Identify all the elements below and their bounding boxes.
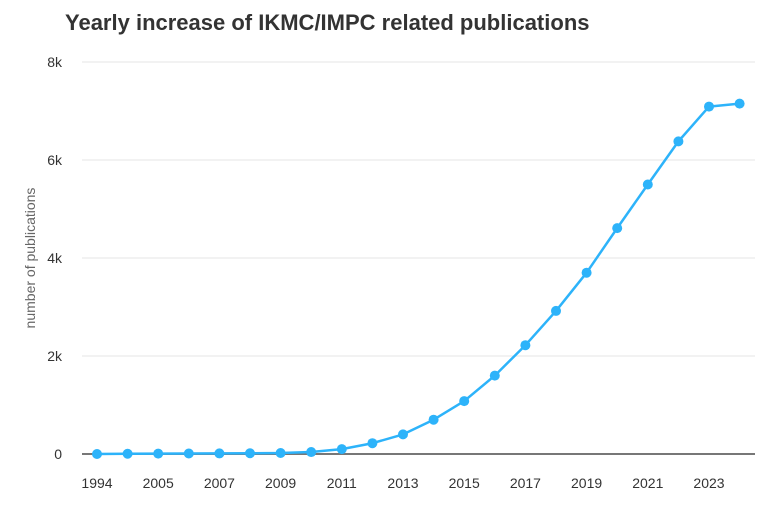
data-point	[122, 448, 133, 459]
series-line	[96, 102, 740, 456]
data-point	[612, 223, 623, 234]
data-point	[275, 448, 286, 459]
data-point	[214, 448, 225, 459]
data-point	[306, 447, 317, 458]
x-tick-label: 2023	[693, 475, 724, 491]
data-point	[245, 448, 255, 459]
data-point	[428, 414, 439, 425]
y-axis-label: number of publications	[22, 188, 38, 329]
data-point	[336, 444, 347, 455]
x-tick-label: 2013	[387, 475, 418, 491]
data-point	[581, 267, 592, 278]
data-point	[704, 101, 714, 112]
data-point	[459, 396, 470, 407]
data-point	[153, 448, 164, 459]
y-tick-label: 2k	[47, 348, 63, 364]
data-point	[551, 305, 561, 316]
data-point	[398, 429, 408, 440]
x-tick-label: 1994	[81, 475, 112, 491]
x-tick-label: 2011	[327, 475, 357, 491]
y-tick-label: 0	[54, 446, 62, 462]
x-tick-label: 2005	[143, 475, 174, 491]
data-point	[642, 179, 653, 190]
y-tick-label: 8k	[47, 54, 63, 70]
data-point	[734, 98, 745, 109]
chart-title: Yearly increase of IKMC/IMPC related pub…	[65, 10, 590, 35]
data-point	[367, 438, 378, 449]
y-tick-label: 6k	[47, 152, 63, 168]
y-tick-label: 4k	[47, 250, 63, 266]
data-point	[520, 340, 531, 351]
x-tick-label: 2021	[632, 475, 663, 491]
data-point	[92, 449, 102, 459]
x-tick-label: 2019	[571, 475, 602, 491]
data-point	[673, 136, 684, 147]
x-tick-label: 2007	[204, 475, 235, 491]
data-point	[489, 370, 500, 381]
data-point	[183, 448, 194, 459]
x-tick-label: 2009	[265, 475, 296, 491]
x-tick-label: 2017	[510, 475, 541, 491]
x-tick-label: 2015	[449, 475, 480, 491]
